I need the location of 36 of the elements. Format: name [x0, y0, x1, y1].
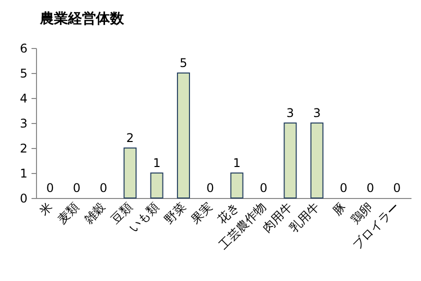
- bar: [176, 72, 190, 198]
- data-label: 0: [366, 181, 374, 195]
- data-label: 0: [340, 181, 348, 195]
- y-tick-label: 3: [20, 116, 28, 130]
- data-label: 1: [152, 156, 161, 170]
- y-tick-label: 5: [20, 66, 28, 80]
- bar: [284, 122, 297, 198]
- data-label: 1: [233, 156, 241, 170]
- data-label: 0: [393, 181, 401, 195]
- data-label: 3: [313, 106, 321, 120]
- data-label: 0: [46, 181, 54, 195]
- x-tick-label: 鶏卵: [348, 200, 376, 226]
- y-tick-label: 4: [20, 92, 28, 106]
- x-tick-label: 豚: [330, 200, 349, 218]
- data-label: 0: [260, 181, 268, 195]
- x-tick-label: 米: [36, 200, 55, 218]
- x-tick-label: 果実: [188, 200, 216, 226]
- data-label: 3: [286, 106, 294, 120]
- bar: [150, 172, 164, 198]
- y-tick-label: 6: [20, 42, 28, 56]
- bar: [310, 122, 324, 198]
- bar: [124, 148, 137, 198]
- x-tick-label: 野菜: [162, 200, 188, 226]
- data-label: 5: [180, 56, 188, 70]
- data-label: 0: [100, 181, 108, 195]
- x-tick-label: 豆類: [108, 200, 136, 226]
- x-tick-label: 麦類: [54, 200, 82, 226]
- y-tick-label: 1: [20, 166, 28, 180]
- data-label: 0: [72, 181, 81, 195]
- data-label: 2: [126, 131, 134, 145]
- y-tick-label: 0: [20, 192, 28, 206]
- x-tick-label: 雑穀: [81, 200, 108, 226]
- chart-title: 農業経営体数: [39, 11, 125, 27]
- data-label: 0: [206, 181, 214, 195]
- bar: [230, 172, 244, 198]
- y-tick-label: 2: [20, 142, 28, 156]
